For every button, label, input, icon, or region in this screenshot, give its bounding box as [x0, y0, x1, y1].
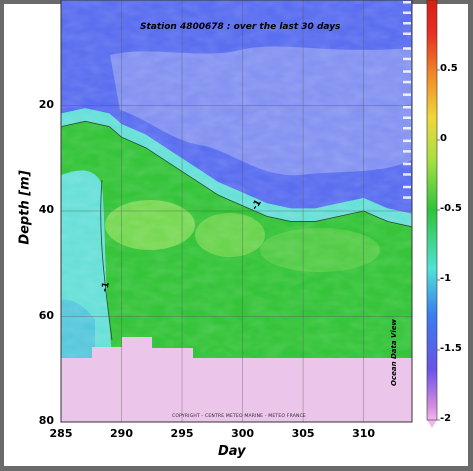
profile-marker-13	[403, 150, 411, 153]
x-tick-305: 305	[291, 427, 315, 440]
colorbar	[427, 0, 437, 420]
profile-marker-6	[403, 70, 411, 73]
y-tick-80: 80	[38, 414, 54, 427]
x-tick-285: 285	[49, 427, 73, 440]
colorbar-tick-4: -1.5	[440, 343, 462, 354]
y-tick-20: 20	[38, 97, 54, 111]
profile-marker-3	[403, 32, 411, 35]
x-tick-290: 290	[110, 427, 133, 440]
profile-marker-5	[403, 57, 411, 61]
profile-marker-16	[403, 185, 411, 189]
x-tick-295: 295	[170, 427, 194, 440]
no-data-region	[61, 337, 412, 422]
colorbar-tick-1: 0	[440, 133, 447, 144]
y-tick-60: 60	[38, 308, 54, 322]
profile-marker-17	[403, 196, 411, 199]
profile-marker-14	[403, 162, 411, 166]
contour-label-2: -1	[100, 281, 112, 293]
profile-marker-7	[403, 80, 411, 84]
chart-title: Station 4800678 : over the last 30 days	[140, 22, 341, 32]
grid-lines	[61, 0, 412, 422]
profile-marker-9	[403, 106, 411, 109]
colorbar-tick-0: 0.5	[440, 63, 458, 74]
colorbar-tick-5: -2	[440, 413, 452, 424]
profile-marker-15	[403, 173, 411, 176]
contour-line-vertical	[100, 179, 113, 341]
profile-marker-4	[403, 47, 411, 50]
colorbar-arrow	[427, 420, 437, 428]
profile-marker-2	[403, 22, 411, 25]
profile-marker-11	[403, 127, 411, 130]
profile-marker-10	[403, 116, 411, 119]
copyright-text: COPYRIGHT - CENTRE METEO MARINE - METEO …	[172, 414, 306, 419]
contour-line-minus-1	[61, 120, 412, 228]
colorbar-tick-3: -1	[440, 273, 452, 284]
profile-marker-8	[403, 93, 411, 96]
colorbar-tick-2: -0.5	[440, 203, 462, 214]
profile-markers	[403, 1, 411, 199]
plot-border	[60, 0, 413, 423]
x-tick-300: 300	[231, 427, 255, 440]
profile-marker-1	[403, 11, 411, 14]
profile-marker-12	[403, 139, 411, 143]
x-axis-label: Day	[218, 444, 246, 459]
profile-marker-0	[403, 1, 411, 4]
ocean-data-view-label: Ocean Data View	[390, 319, 398, 386]
y-tick-40: 40	[38, 203, 54, 216]
heatmap-plot-area	[61, 0, 412, 422]
x-tick-310: 310	[352, 427, 376, 440]
